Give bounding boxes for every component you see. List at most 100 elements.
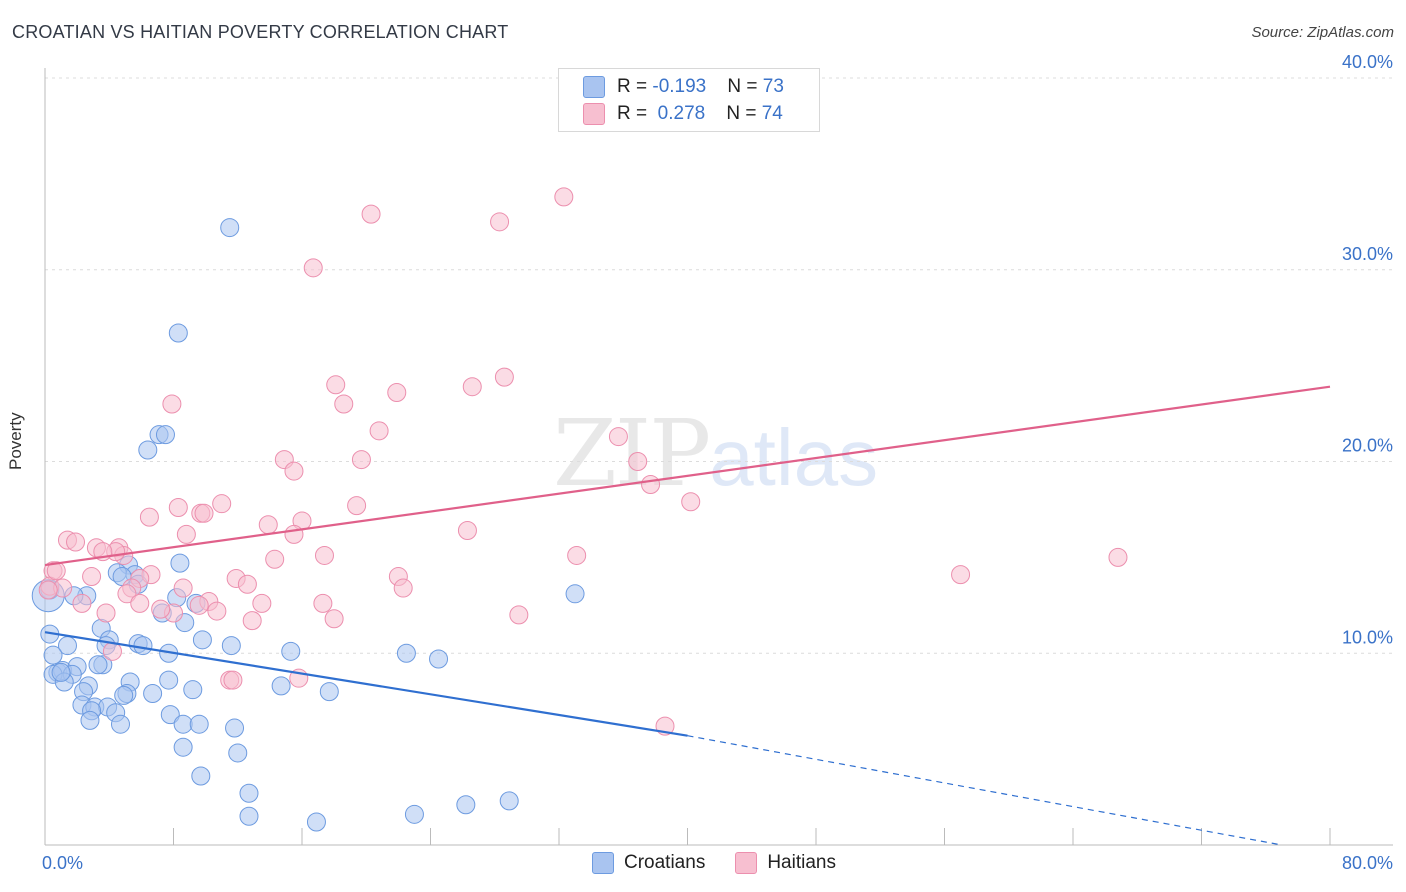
data-point-croatians xyxy=(138,440,158,460)
data-point-haitians xyxy=(567,545,587,565)
y-axis-label: Poverty xyxy=(6,412,25,470)
data-point-haitians xyxy=(168,498,188,518)
data-point-croatians xyxy=(499,791,519,811)
data-point-haitians xyxy=(387,382,407,402)
watermark-atlas: atlas xyxy=(709,413,879,502)
data-point-haitians xyxy=(212,494,232,514)
data-point-croatians xyxy=(168,323,188,343)
data-point-croatians xyxy=(221,636,241,656)
data-point-haitians xyxy=(628,452,648,471)
data-point-haitians xyxy=(258,515,278,535)
data-point-haitians xyxy=(641,475,661,495)
series-legend: Croatians Haitians xyxy=(592,852,866,874)
y-tick-label: 40.0% xyxy=(1342,52,1393,72)
data-point-croatians xyxy=(192,630,212,650)
data-point-haitians xyxy=(303,258,323,278)
legend-swatch-croatians xyxy=(583,76,605,98)
data-point-haitians xyxy=(117,584,137,604)
data-point-croatians xyxy=(271,676,291,696)
data-point-haitians xyxy=(608,427,628,447)
watermark: ZIPatlas xyxy=(553,400,878,507)
data-point-croatians xyxy=(143,684,163,704)
legend-swatch-croatians xyxy=(592,852,614,874)
x-tick-label: 80.0% xyxy=(1342,853,1393,873)
data-point-croatians xyxy=(565,584,585,604)
legend-r-label: R = xyxy=(617,103,653,124)
data-point-haitians xyxy=(189,595,209,615)
data-point-croatians xyxy=(306,812,326,832)
data-point-haitians xyxy=(242,611,262,631)
data-point-haitians xyxy=(457,521,477,541)
x-tick-label: 0.0% xyxy=(42,853,83,873)
data-point-croatians xyxy=(228,743,248,763)
data-point-croatians xyxy=(239,806,259,826)
data-point-haitians xyxy=(82,567,102,587)
data-point-croatians xyxy=(225,718,245,738)
data-point-croatians xyxy=(173,737,193,757)
data-point-croatians xyxy=(456,795,476,815)
legend-item-croatians[interactable]: Croatians xyxy=(592,852,705,874)
data-point-haitians xyxy=(490,212,510,232)
data-point-croatians xyxy=(173,714,193,734)
data-point-croatians xyxy=(88,655,108,675)
data-point-haitians xyxy=(1108,547,1128,567)
data-point-haitians xyxy=(96,603,116,623)
data-point-haitians xyxy=(162,394,182,414)
data-point-haitians xyxy=(252,593,272,613)
legend-item-haitians[interactable]: Haitians xyxy=(735,852,836,874)
data-point-croatians xyxy=(396,643,416,663)
data-point-haitians xyxy=(351,450,371,470)
data-point-haitians xyxy=(326,375,346,395)
legend-n-value: 74 xyxy=(761,103,783,124)
legend-swatch-haitians xyxy=(583,103,605,125)
data-point-croatians xyxy=(170,553,190,573)
data-point-haitians xyxy=(324,609,344,629)
data-point-croatians xyxy=(114,685,134,705)
data-point-haitians xyxy=(38,580,58,600)
source-credit: Source: ZipAtlas.com xyxy=(1251,24,1394,41)
data-point-haitians xyxy=(176,524,196,544)
data-point-haitians xyxy=(237,574,257,594)
data-point-haitians xyxy=(223,670,243,690)
data-point-croatians xyxy=(429,649,449,669)
data-point-croatians xyxy=(319,682,339,702)
data-point-croatians xyxy=(160,705,180,725)
data-point-croatians xyxy=(51,662,71,682)
data-point-haitians xyxy=(130,593,150,613)
data-point-haitians xyxy=(361,204,381,224)
data-point-haitians xyxy=(72,593,92,613)
legend-n-label: N = xyxy=(727,76,763,97)
data-point-haitians xyxy=(554,187,574,207)
data-point-haitians xyxy=(369,421,389,441)
legend-r-value: -0.193 xyxy=(652,76,707,97)
data-point-croatians xyxy=(159,670,179,690)
trend-line-haitians xyxy=(44,385,1331,567)
data-point-croatians xyxy=(110,714,130,734)
data-point-haitians xyxy=(314,545,334,565)
data-point-croatians xyxy=(189,714,209,734)
legend-label-croatians: Croatians xyxy=(624,852,706,873)
data-point-haitians xyxy=(284,524,304,544)
data-point-haitians xyxy=(194,503,214,523)
legend-n-label: N = xyxy=(726,103,762,124)
data-point-haitians xyxy=(681,492,701,512)
data-point-croatians xyxy=(281,641,301,661)
data-point-haitians xyxy=(509,605,529,625)
y-tick-label: 20.0% xyxy=(1342,436,1393,456)
data-point-haitians xyxy=(494,367,514,387)
data-point-haitians xyxy=(284,461,304,481)
trend-extension-croatians xyxy=(687,735,1282,846)
data-point-croatians xyxy=(80,710,100,730)
data-point-haitians xyxy=(139,507,159,527)
legend-swatch-haitians xyxy=(735,852,758,874)
data-point-haitians xyxy=(66,532,86,552)
y-tick-label: 30.0% xyxy=(1342,244,1393,264)
chart-title: CROATIAN VS HAITIAN POVERTY CORRELATION … xyxy=(12,22,509,42)
data-point-croatians xyxy=(155,425,175,445)
data-point-croatians xyxy=(183,680,203,700)
data-point-croatians xyxy=(220,218,240,238)
legend-label-haitians: Haitians xyxy=(767,852,836,873)
data-point-haitians xyxy=(462,377,482,397)
data-point-croatians xyxy=(133,636,153,656)
